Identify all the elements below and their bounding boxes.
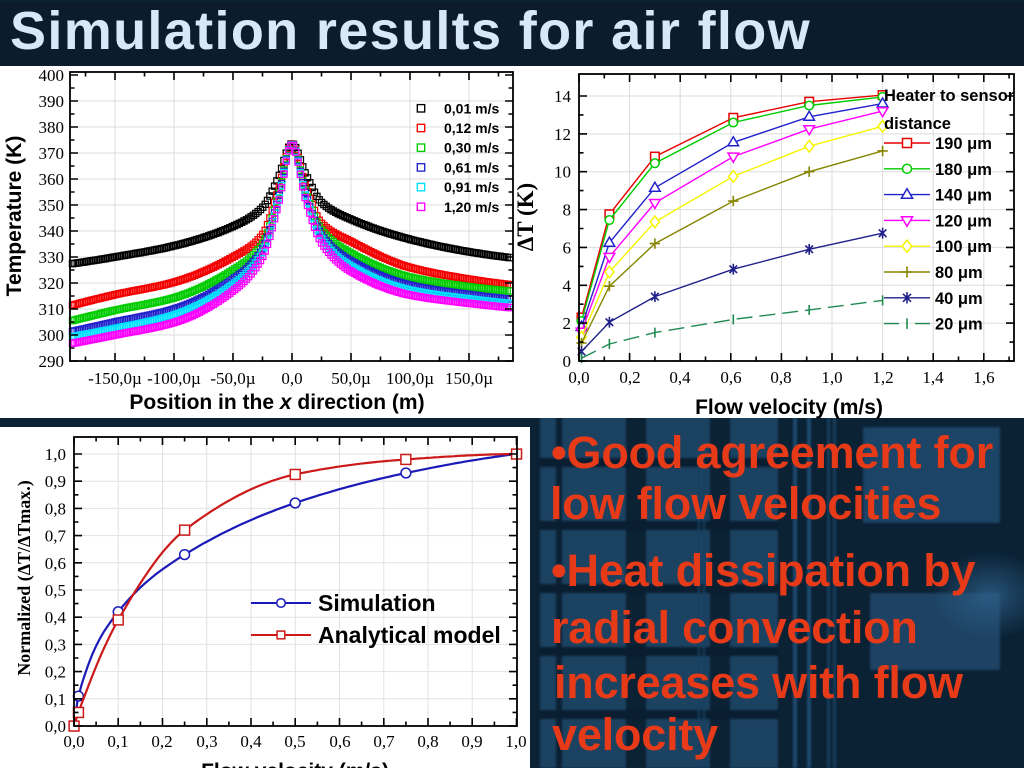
svg-text:190 μm: 190 μm (935, 135, 992, 153)
svg-text:10: 10 (554, 163, 571, 182)
svg-text:0,0: 0,0 (568, 368, 589, 387)
svg-text:0,4: 0,4 (240, 732, 262, 751)
svg-text:0,3: 0,3 (45, 635, 66, 654)
svg-text:Flow velocity (m/s): Flow velocity (m/s) (201, 760, 389, 768)
svg-text:0,8: 0,8 (770, 368, 791, 387)
svg-text:0,7: 0,7 (45, 527, 67, 546)
svg-text:0,2: 0,2 (151, 732, 172, 751)
svg-text:12: 12 (554, 125, 571, 144)
svg-text:14: 14 (554, 87, 572, 106)
svg-text:0,2: 0,2 (45, 663, 66, 682)
svg-text:0,0: 0,0 (63, 732, 84, 751)
svg-text:-150,0µ: -150,0µ (88, 369, 142, 388)
svg-text:0,5: 0,5 (45, 581, 66, 600)
svg-text:1,0: 1,0 (821, 368, 842, 387)
svg-text:ΔT (K): ΔT (K) (513, 183, 538, 251)
svg-text:distance: distance (884, 115, 951, 133)
svg-text:Flow velocity (m/s): Flow velocity (m/s) (695, 396, 883, 419)
svg-text:290: 290 (39, 352, 65, 371)
svg-text:0,0: 0,0 (45, 717, 66, 736)
svg-text:-50,0µ: -50,0µ (210, 369, 255, 388)
svg-text:40 μm: 40 μm (935, 290, 983, 308)
svg-text:330: 330 (39, 248, 65, 267)
svg-text:390: 390 (39, 92, 65, 111)
svg-text:-100,0µ: -100,0µ (147, 369, 201, 388)
svg-text:Analytical model: Analytical model (318, 622, 501, 648)
svg-text:310: 310 (39, 300, 65, 319)
svg-text:Temperature (K): Temperature (K) (3, 136, 26, 297)
svg-text:1,2: 1,2 (872, 368, 893, 387)
svg-text:140 μm: 140 μm (935, 187, 992, 205)
svg-text:0,6: 0,6 (45, 554, 66, 573)
svg-text:100,0µ: 100,0µ (386, 369, 434, 388)
svg-text:4: 4 (563, 276, 572, 295)
svg-text:0,2: 0,2 (619, 368, 640, 387)
svg-text:0,8: 0,8 (417, 732, 438, 751)
svg-text:1,0: 1,0 (505, 732, 526, 751)
svg-text:Position in the x direction (: Position in the x direction (m) (129, 391, 424, 414)
svg-text:350: 350 (39, 196, 65, 215)
svg-text:180 μm: 180 μm (935, 161, 992, 179)
svg-text:150,0µ: 150,0µ (445, 369, 493, 388)
svg-text:0,9: 0,9 (45, 472, 66, 491)
svg-text:Normalized (ΔT/ΔTmax.): Normalized (ΔT/ΔTmax.) (14, 480, 35, 676)
svg-text:0,61 m/s: 0,61 m/s (444, 159, 499, 175)
svg-text:0,3: 0,3 (196, 732, 217, 751)
svg-text:0: 0 (563, 352, 572, 371)
svg-text:1,0: 1,0 (45, 445, 66, 464)
svg-text:20 μm: 20 μm (935, 316, 983, 334)
svg-text:320: 320 (39, 274, 65, 293)
svg-text:0,12 m/s: 0,12 m/s (444, 120, 499, 136)
svg-text:6: 6 (563, 238, 572, 257)
svg-text:80 μm: 80 μm (935, 264, 983, 282)
svg-text:1,4: 1,4 (922, 368, 944, 387)
svg-text:370: 370 (39, 144, 65, 163)
svg-text:0,1: 0,1 (45, 690, 66, 709)
svg-text:0,4: 0,4 (45, 608, 67, 627)
svg-text:0,0: 0,0 (281, 369, 302, 388)
svg-text:0,7: 0,7 (373, 732, 395, 751)
svg-text:120 μm: 120 μm (935, 212, 992, 230)
svg-text:400: 400 (39, 66, 65, 85)
svg-text:1,6: 1,6 (973, 368, 994, 387)
svg-text:Simulation: Simulation (318, 590, 436, 616)
svg-text:300: 300 (39, 326, 65, 345)
svg-text:1,20 m/s: 1,20 m/s (444, 199, 499, 215)
svg-text:0,9: 0,9 (461, 732, 482, 751)
svg-text:340: 340 (39, 222, 65, 241)
svg-text:0,6: 0,6 (720, 368, 741, 387)
svg-text:0,4: 0,4 (669, 368, 691, 387)
svg-text:0,6: 0,6 (329, 732, 350, 751)
svg-text:Heater to sensor: Heater to sensor (884, 87, 1015, 105)
svg-text:100 μm: 100 μm (935, 238, 992, 256)
svg-text:0,1: 0,1 (107, 732, 128, 751)
svg-text:0,91 m/s: 0,91 m/s (444, 179, 499, 195)
svg-text:50,0µ: 50,0µ (331, 369, 371, 388)
svg-text:8: 8 (563, 201, 572, 220)
svg-text:0,8: 0,8 (45, 499, 66, 518)
svg-text:380: 380 (39, 118, 65, 137)
svg-text:2: 2 (563, 314, 572, 333)
svg-text:0,01 m/s: 0,01 m/s (444, 100, 499, 116)
svg-text:0,30 m/s: 0,30 m/s (444, 140, 499, 156)
svg-text:0,5: 0,5 (284, 732, 305, 751)
svg-text:360: 360 (39, 170, 65, 189)
